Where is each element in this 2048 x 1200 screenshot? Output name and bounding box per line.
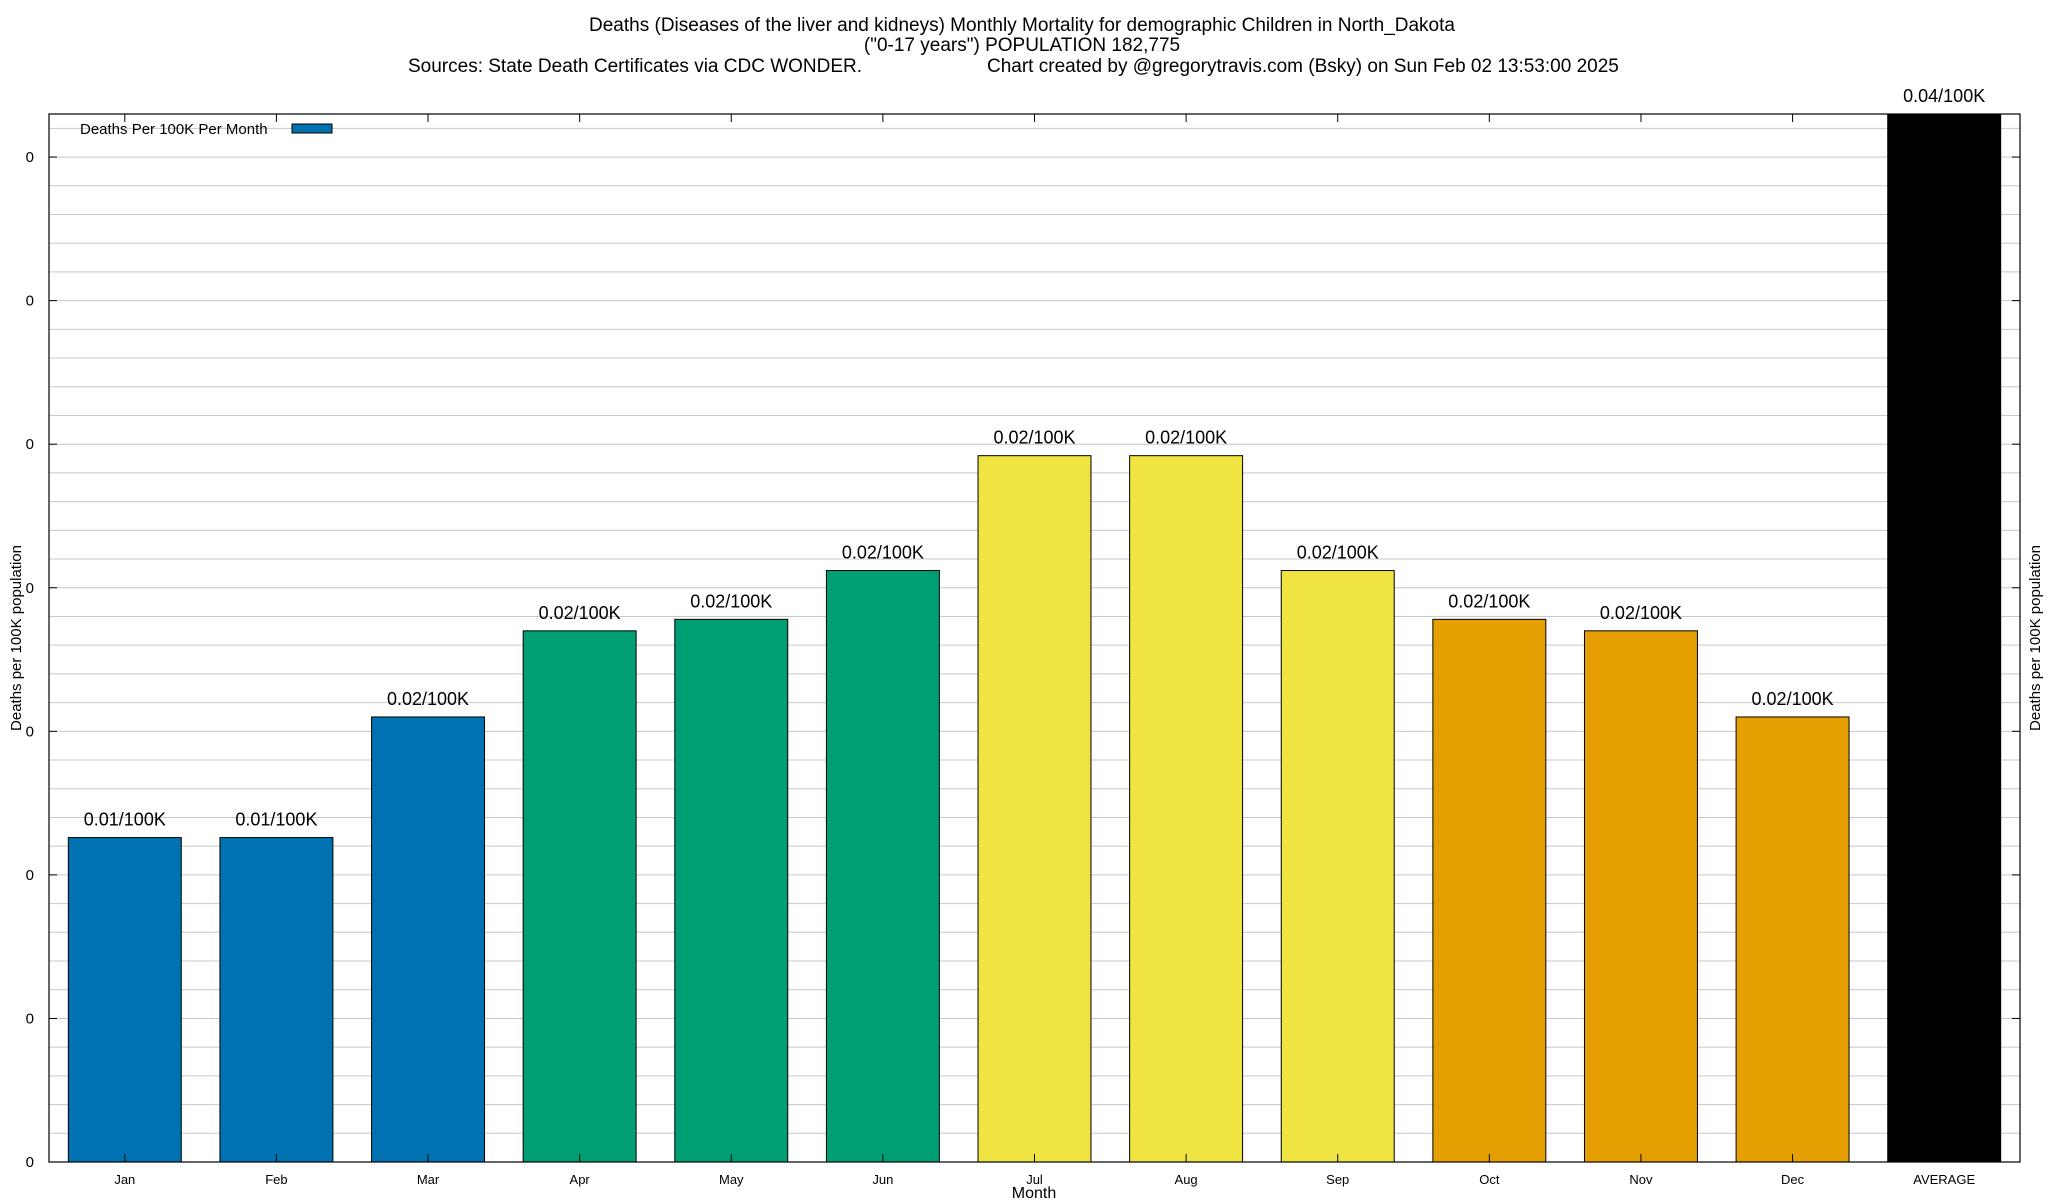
bar-aug <box>1129 455 1244 1163</box>
bar-jun <box>825 570 940 1163</box>
chart-sources: Sources: State Death Certificates via CD… <box>408 56 862 77</box>
y-tick-label: 0 <box>26 149 34 166</box>
legend-label: Deaths Per 100K Per Month <box>80 121 268 138</box>
bar-may <box>674 618 789 1163</box>
data-label-sep: 0.02/100K <box>1297 543 1379 563</box>
bar-apr <box>522 630 637 1163</box>
x-tick-label-average: AVERAGE <box>1913 1172 1975 1187</box>
data-label-average: 0.04/100K <box>1903 86 1985 106</box>
chart-title-line-1: Deaths (Diseases of the liver and kidney… <box>589 15 1455 36</box>
plot-frame <box>48 113 2021 1163</box>
bar-mar <box>371 716 486 1163</box>
data-label-may: 0.02/100K <box>690 591 772 611</box>
y-axis-label-left: Deaths per 100K population <box>8 545 25 731</box>
data-labels: 0.01/100K 0.01/100K 0.02/100K 0.02/100K 0.02… <box>84 86 1985 830</box>
bar-average <box>1887 113 2002 1163</box>
data-label-mar: 0.02/100K <box>387 689 469 709</box>
legend: Deaths Per 100K Per Month <box>80 121 333 138</box>
y-tick-label: 0 <box>26 293 34 310</box>
bar-jul <box>977 455 1092 1163</box>
y-tick-label: 0 <box>26 1154 34 1171</box>
x-tick-label-jul: Jul <box>1026 1172 1043 1187</box>
bar-feb <box>219 837 334 1163</box>
chart-credit: Chart created by @gregorytravis.com (Bsk… <box>987 56 1619 77</box>
x-tick-label-may: May <box>719 1172 744 1187</box>
legend-swatch <box>291 123 333 134</box>
y-tick-label: 0 <box>26 436 34 453</box>
x-tick-label-jan: Jan <box>114 1172 135 1187</box>
bar-sep <box>1280 570 1395 1163</box>
y-tick-label: 0 <box>26 723 34 740</box>
y-tick-label: 0 <box>26 580 34 597</box>
data-label-aug: 0.02/100K <box>1145 428 1227 448</box>
y-tick-label: 0 <box>26 867 34 884</box>
data-label-jan: 0.01/100K <box>84 810 166 830</box>
data-label-oct: 0.02/100K <box>1448 591 1530 611</box>
data-label-apr: 0.02/100K <box>539 603 621 623</box>
x-tick-label-nov: Nov <box>1629 1172 1653 1187</box>
x-tick-label-sep: Sep <box>1326 1172 1349 1187</box>
x-tick-label-jun: Jun <box>872 1172 893 1187</box>
x-tick-label-feb: Feb <box>265 1172 287 1187</box>
data-label-nov: 0.02/100K <box>1600 603 1682 623</box>
y-tick-label: 0 <box>26 1010 34 1027</box>
data-label-dec: 0.02/100K <box>1752 689 1834 709</box>
bar-jan <box>67 837 182 1163</box>
data-label-jul: 0.02/100K <box>993 428 1075 448</box>
bar-dec <box>1735 716 1850 1163</box>
data-label-jun: 0.02/100K <box>842 543 924 563</box>
x-tick-label-dec: Dec <box>1781 1172 1805 1187</box>
x-axis-label: Month <box>1012 1185 1056 1200</box>
x-tick-label-oct: Oct <box>1479 1172 1500 1187</box>
chart-title-line-2: ("0-17 years") POPULATION 182,775 <box>864 35 1180 56</box>
bars <box>67 113 2002 1163</box>
y-axis-label-right: Deaths per 100K population <box>2027 545 2044 731</box>
x-tick-label-aug: Aug <box>1175 1172 1198 1187</box>
bar-nov <box>1583 630 1698 1163</box>
x-tick-label-mar: Mar <box>417 1172 440 1187</box>
x-tick-label-apr: Apr <box>570 1172 591 1187</box>
x-axis-ticks: Jan Feb Mar Apr May Jun Jul Aug Sep Oct Nov Dec AVER… <box>114 114 1975 1187</box>
data-label-feb: 0.01/100K <box>235 810 317 830</box>
bar-oct <box>1432 618 1547 1163</box>
